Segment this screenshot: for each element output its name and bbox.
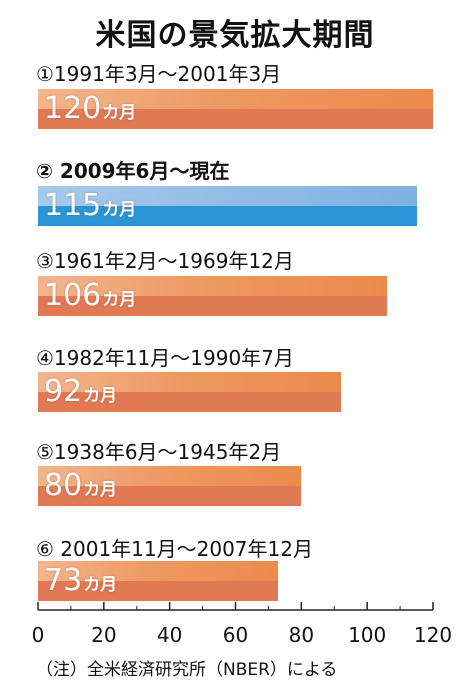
bar-unit: カ月 bbox=[102, 103, 137, 123]
period-label: ④1982年11月～1990年7月 bbox=[36, 346, 294, 370]
bar-value: 80 bbox=[44, 468, 83, 503]
period-label: ② 2009年6月～現在 bbox=[36, 159, 230, 183]
bar-unit: カ月 bbox=[83, 575, 118, 595]
bar-value: 115 bbox=[44, 188, 102, 223]
bar-value-label: 80カ月 bbox=[44, 468, 117, 506]
bar: 115カ月 bbox=[38, 186, 417, 226]
period-label: ①1991年3月～2001年3月 bbox=[36, 62, 282, 86]
bar-value-label: 106カ月 bbox=[44, 278, 136, 316]
bar-value: 106 bbox=[44, 278, 102, 313]
bar-value: 120 bbox=[44, 91, 102, 126]
period-label: ③1961年2月～1969年12月 bbox=[36, 249, 294, 273]
bar-value: 73 bbox=[44, 563, 83, 598]
bar-unit: カ月 bbox=[102, 290, 137, 310]
bar: 92カ月 bbox=[38, 372, 341, 412]
x-tick-label: 0 bbox=[31, 623, 45, 647]
bar: 120カ月 bbox=[38, 89, 433, 129]
chart-title: 米国の景気拡大期間 bbox=[95, 18, 375, 53]
x-tick-label: 60 bbox=[222, 623, 249, 647]
bar-unit: カ月 bbox=[102, 200, 137, 220]
period-label: ⑤1938年6月～1945年2月 bbox=[36, 440, 282, 464]
bar: 73カ月 bbox=[38, 561, 279, 601]
x-tick-label: 120 bbox=[413, 623, 453, 647]
bar-value-label: 115カ月 bbox=[44, 188, 136, 226]
x-tick-label: 100 bbox=[348, 623, 387, 647]
bar: 106カ月 bbox=[38, 276, 387, 316]
x-tick-label: 40 bbox=[156, 623, 183, 647]
x-tick-label: 80 bbox=[288, 623, 315, 647]
bar: 80カ月 bbox=[38, 466, 302, 506]
bar-unit: カ月 bbox=[83, 480, 118, 500]
bar-value-label: 120カ月 bbox=[44, 91, 136, 129]
period-label: ⑥ 2001年11月～2007年12月 bbox=[36, 537, 313, 561]
source-note: （注）全米経済研究所（NBER）による bbox=[36, 660, 338, 680]
bar-value-label: 73カ月 bbox=[44, 563, 117, 601]
bar-value: 92 bbox=[44, 374, 83, 409]
bar-unit: カ月 bbox=[83, 386, 118, 406]
x-tick-label: 20 bbox=[91, 623, 117, 647]
bar-value-label: 92カ月 bbox=[44, 374, 117, 412]
